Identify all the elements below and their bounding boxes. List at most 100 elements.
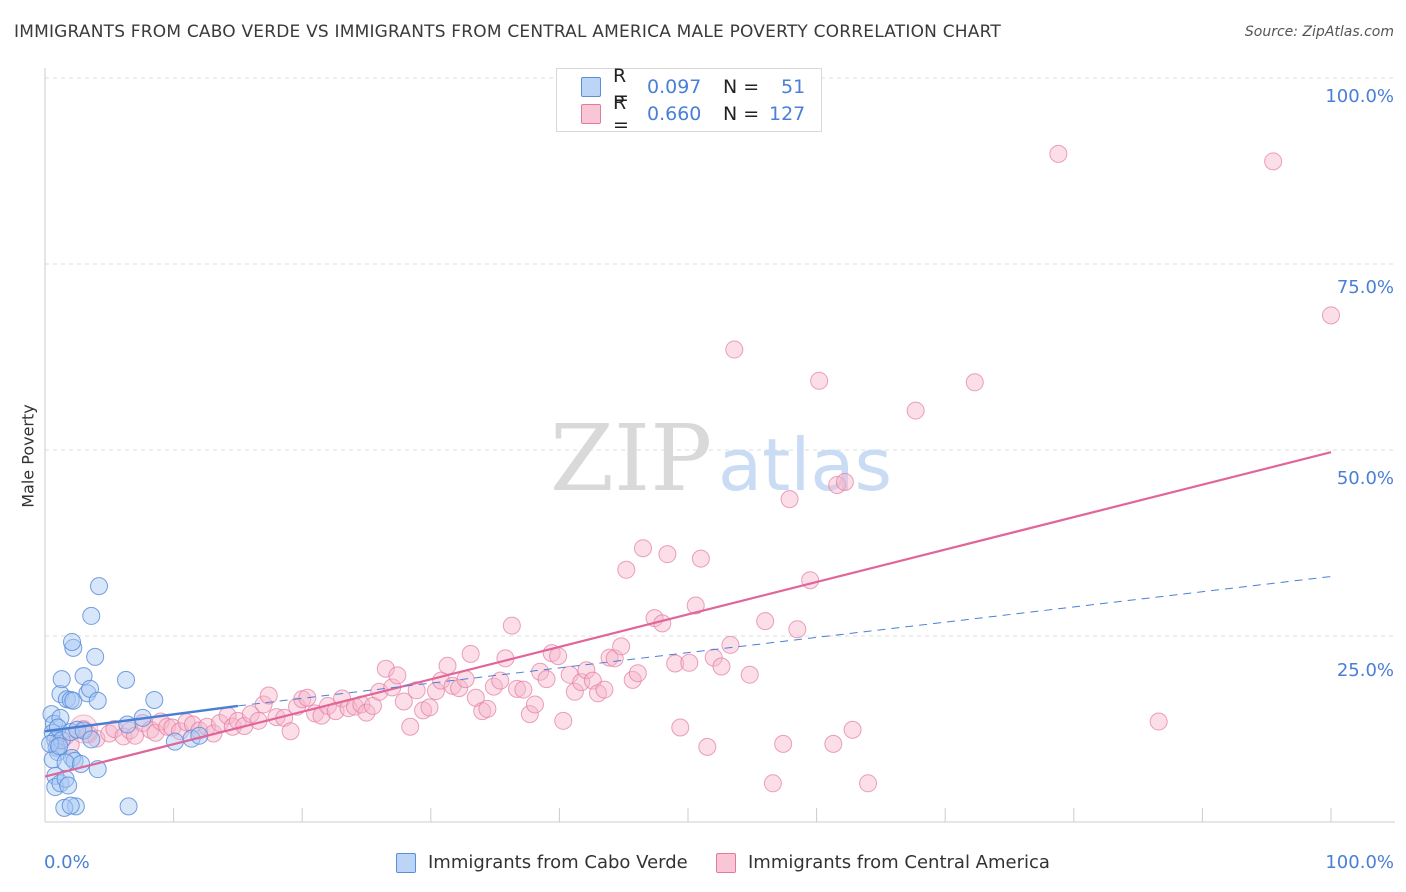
data-point-central-america: [763, 774, 782, 793]
data-point-cabo-verde: [59, 776, 78, 795]
data-point-central-america: [502, 616, 521, 635]
data-point-central-america: [357, 703, 376, 722]
data-point-central-america: [146, 723, 165, 742]
watermark-zip: ZIP: [550, 405, 712, 512]
legend-swatch-pink: [716, 852, 736, 873]
data-point-central-america: [241, 705, 260, 724]
data-point-central-america: [478, 699, 497, 718]
y-tick-75: 75.0%: [1336, 277, 1394, 298]
trendline-cabo-verde: [44, 704, 239, 733]
data-point-central-america: [680, 653, 699, 672]
data-point-cabo-verde: [82, 730, 101, 749]
watermark: ZIP atlas: [550, 405, 892, 512]
legend-n-label: N =: [723, 76, 760, 98]
series-legend: Immigrants from Cabo Verde Immigrants fr…: [0, 850, 1406, 880]
data-point-central-america: [388, 666, 407, 685]
data-point-central-america: [438, 656, 457, 675]
data-point-central-america: [450, 679, 469, 698]
x-tick-0: 0.0%: [44, 852, 90, 873]
data-point-central-america: [1149, 712, 1168, 731]
data-point-central-america: [691, 549, 710, 568]
data-point-cabo-verde: [50, 737, 69, 756]
data-point-cabo-verde: [117, 670, 136, 689]
data-point-central-america: [514, 680, 533, 699]
data-point-central-america: [617, 560, 636, 579]
axes: [44, 68, 1395, 823]
legend-item-central-america: Immigrants from Central America: [716, 852, 1050, 873]
y-axis-label: Male Poverty: [18, 404, 38, 508]
data-point-cabo-verde: [66, 797, 85, 816]
data-point-central-america: [906, 401, 925, 420]
data-point-central-america: [843, 720, 862, 739]
data-point-cabo-verde: [64, 638, 83, 657]
legend-n-value: 127: [769, 103, 806, 125]
data-point-central-america: [394, 692, 413, 711]
data-point-central-america: [537, 670, 556, 689]
data-point-central-america: [420, 698, 439, 717]
trendline-central-america: [44, 451, 1332, 778]
data-point-cabo-verde: [52, 670, 71, 689]
data-point-central-america: [698, 737, 717, 756]
data-point-central-america: [721, 635, 740, 654]
legend-n-value: 51: [781, 76, 806, 98]
data-point-central-america: [666, 654, 685, 673]
data-point-central-america: [259, 686, 278, 705]
data-point-central-america: [572, 673, 591, 692]
x-tick-100: 100.0%: [1325, 852, 1394, 873]
data-point-central-america: [554, 711, 573, 730]
data-point-central-america: [298, 688, 317, 707]
data-point-central-america: [633, 539, 652, 558]
data-point-central-america: [401, 717, 420, 736]
data-point-central-america: [531, 662, 550, 681]
data-point-central-america: [595, 680, 614, 699]
y-tick-50: 50.0%: [1336, 468, 1394, 489]
chart-title: IMMIGRANTS FROM CABO VERDE VS IMMIGRANTS…: [14, 22, 1001, 42]
legend-label-central-america: Immigrants from Central America: [748, 852, 1050, 873]
data-point-central-america: [671, 718, 690, 737]
data-point-central-america: [281, 722, 300, 741]
data-point-central-america: [712, 657, 731, 676]
legend-swatch-blue: [396, 852, 416, 873]
legend-r-value: 0.660: [647, 103, 702, 125]
data-point-cabo-verde: [90, 577, 109, 596]
data-point-central-america: [525, 695, 544, 714]
data-point-central-america: [658, 545, 677, 564]
data-point-central-america: [254, 695, 273, 714]
data-point-central-america: [461, 644, 480, 663]
data-point-central-america: [774, 734, 793, 753]
legend-n-label: N =: [723, 103, 760, 125]
legend-r-label: R =: [613, 65, 629, 109]
data-point-cabo-verde: [145, 690, 164, 709]
legend-swatch-blue: [581, 77, 601, 97]
data-point-cabo-verde: [64, 691, 83, 710]
data-point-cabo-verde: [119, 797, 138, 816]
trend-lines: [44, 451, 1332, 778]
y-tick-25: 25.0%: [1336, 660, 1394, 681]
legend-item-cabo-verde: Immigrants from Cabo Verde: [396, 852, 688, 873]
data-point-central-america: [577, 661, 596, 680]
data-point-central-america: [628, 664, 647, 683]
data-point-central-america: [491, 671, 510, 690]
gridlines: [45, 77, 1395, 637]
data-point-cabo-verde: [86, 647, 105, 666]
watermark-atlas: atlas: [718, 423, 892, 507]
data-point-central-america: [740, 665, 759, 684]
data-point-cabo-verde: [88, 691, 107, 710]
source-label: Source: ZipAtlas.com: [1244, 24, 1394, 40]
cabo-verde-points: [41, 577, 209, 817]
correlation-legend: R = 0.097 N = 51 R = 0.660 N = 127: [556, 65, 822, 136]
data-point-central-america: [788, 620, 807, 639]
data-point-central-america: [1264, 152, 1283, 171]
data-point-central-america: [565, 682, 584, 701]
data-point-central-america: [520, 705, 539, 724]
data-point-central-america: [824, 734, 843, 753]
data-point-cabo-verde: [56, 753, 75, 772]
data-point-central-america: [1049, 144, 1068, 163]
legend-r-label: R =: [613, 92, 629, 136]
data-point-central-america: [507, 679, 526, 698]
data-point-central-america: [686, 596, 705, 615]
data-point-central-america: [549, 647, 568, 666]
data-point-central-america: [780, 490, 799, 509]
data-point-central-america: [810, 371, 829, 390]
